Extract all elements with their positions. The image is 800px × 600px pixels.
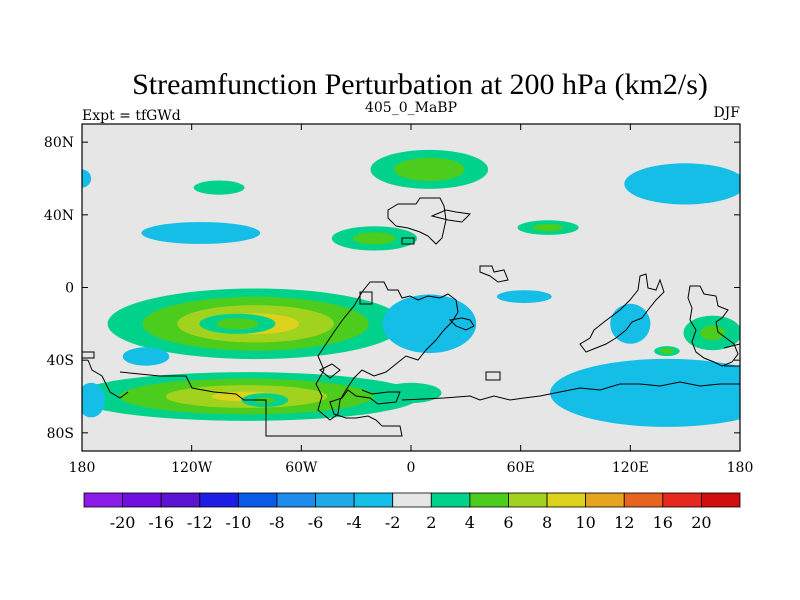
colorbar-label: -6 (308, 513, 324, 532)
colorbar-label: -4 (346, 513, 362, 532)
x-tick-label: 120E (612, 460, 649, 476)
colorbar-label: -16 (148, 513, 174, 532)
coastline-south-america (119, 371, 403, 437)
chart-title: Streamfunction Perturbation at 200 hPa (… (132, 68, 708, 101)
colorbar-label: -20 (110, 513, 136, 532)
colorbar-swatch-14 (623, 492, 664, 508)
colorbar-swatch-9 (430, 492, 471, 508)
contour-band-4--2 (141, 222, 261, 244)
colorbar-swatch-12 (546, 492, 587, 508)
contour-band-15--2 (82, 382, 106, 418)
contour-band-1-2 (193, 180, 245, 195)
contour-band-18-4 (700, 325, 726, 341)
contour-band-7--2 (496, 290, 552, 303)
colorbar-swatch-15 (662, 492, 702, 508)
coastline-southern-edge (401, 381, 740, 401)
colorbar-label: -2 (385, 513, 401, 532)
coastline-island-1 (401, 237, 415, 245)
coastline-outlines (82, 197, 740, 437)
x-tick-label: 180 (69, 460, 96, 476)
coastline-southern-africa (315, 281, 459, 421)
colorbar-label: 8 (542, 513, 552, 532)
y-tick-label: 80N (44, 135, 74, 151)
colorbar-label: 12 (614, 513, 634, 532)
contour-band-14-2 (380, 382, 442, 403)
coastline-indian-ocean (485, 371, 501, 381)
contour-band-9-4 (216, 318, 259, 330)
colorbar-label: 16 (653, 513, 673, 532)
y-tick-label: 0 (65, 281, 74, 297)
contour-fill-layer (82, 149, 740, 427)
contour-band-5--2 (624, 163, 740, 205)
contour-band-2-4 (353, 232, 396, 245)
colorbar-label: 20 (691, 513, 711, 532)
colorbar-swatch-16 (701, 492, 741, 508)
coastline-atlantic-block (359, 291, 373, 305)
contour-band-0-4 (394, 157, 465, 182)
coastline-middle-east (479, 265, 509, 283)
coastline-west-edge (82, 351, 95, 359)
colorbar-swatch-10 (469, 492, 509, 508)
subtitle-center: 405_0_MaBP (365, 100, 457, 116)
contour-band-10--2 (382, 294, 477, 354)
colorbar-swatch-0 (83, 492, 123, 508)
coastline-southwest-pacific (87, 359, 129, 399)
coastline-africa-east (448, 317, 475, 331)
colorbar-label: 10 (575, 513, 595, 532)
axis-ticks: 180 120W 60W 0 60E 120E 180 80N 40N 0 40S 80S (44, 124, 753, 476)
coastline-north-africa-europe (387, 197, 447, 245)
contour-band-11--2 (122, 347, 170, 366)
colorbar-label: -8 (269, 513, 285, 532)
colorbar-label: -12 (187, 513, 213, 532)
contour-band-16--2 (550, 358, 740, 427)
colorbar-swatch-4 (237, 492, 278, 508)
colorbar-label: 6 (503, 513, 513, 532)
subtitle-left: Expt = tfGWd (82, 108, 181, 124)
colorbar-swatch-3 (199, 492, 239, 508)
colorbar-swatch-5 (276, 492, 316, 508)
contour-band-6--2 (82, 169, 92, 188)
colorbar-label: -10 (226, 513, 252, 532)
subtitle-right: DJF (713, 105, 740, 121)
colorbar: -20 -16 -12 -10 -8 -6 -4 -2 2 4 6 8 10 12 16 20 (83, 492, 741, 532)
coastline-mediterranean (430, 209, 472, 223)
y-tick-label: 80S (47, 426, 74, 442)
coastline-east-edge (723, 343, 740, 367)
coastline-australia (687, 285, 739, 367)
colorbar-label: 2 (426, 513, 436, 532)
colorbar-swatch-11 (508, 492, 548, 508)
colorbar-swatch-7 (353, 492, 394, 508)
x-tick-label: 180 (727, 460, 754, 476)
colorbar-swatch-8 (392, 492, 432, 508)
colorbar-swatch-2 (160, 492, 201, 508)
coastline-asia-islands (579, 273, 665, 353)
colorbar-label: 4 (465, 513, 475, 532)
colorbar-swatch-13 (585, 492, 625, 508)
colorbar-swatch-6 (315, 492, 355, 508)
y-tick-label: 40N (44, 208, 74, 224)
contour-band-3-4 (532, 224, 564, 232)
colorbar-swatch-1 (122, 492, 162, 508)
x-tick-label: 0 (407, 460, 416, 476)
x-tick-label: 120W (171, 460, 213, 476)
contour-band-19-4 (659, 348, 674, 354)
x-tick-label: 60W (285, 460, 318, 476)
y-tick-label: 40S (47, 353, 74, 369)
x-tick-label: 60E (507, 460, 535, 476)
coastline-south-atlantic (319, 363, 341, 379)
